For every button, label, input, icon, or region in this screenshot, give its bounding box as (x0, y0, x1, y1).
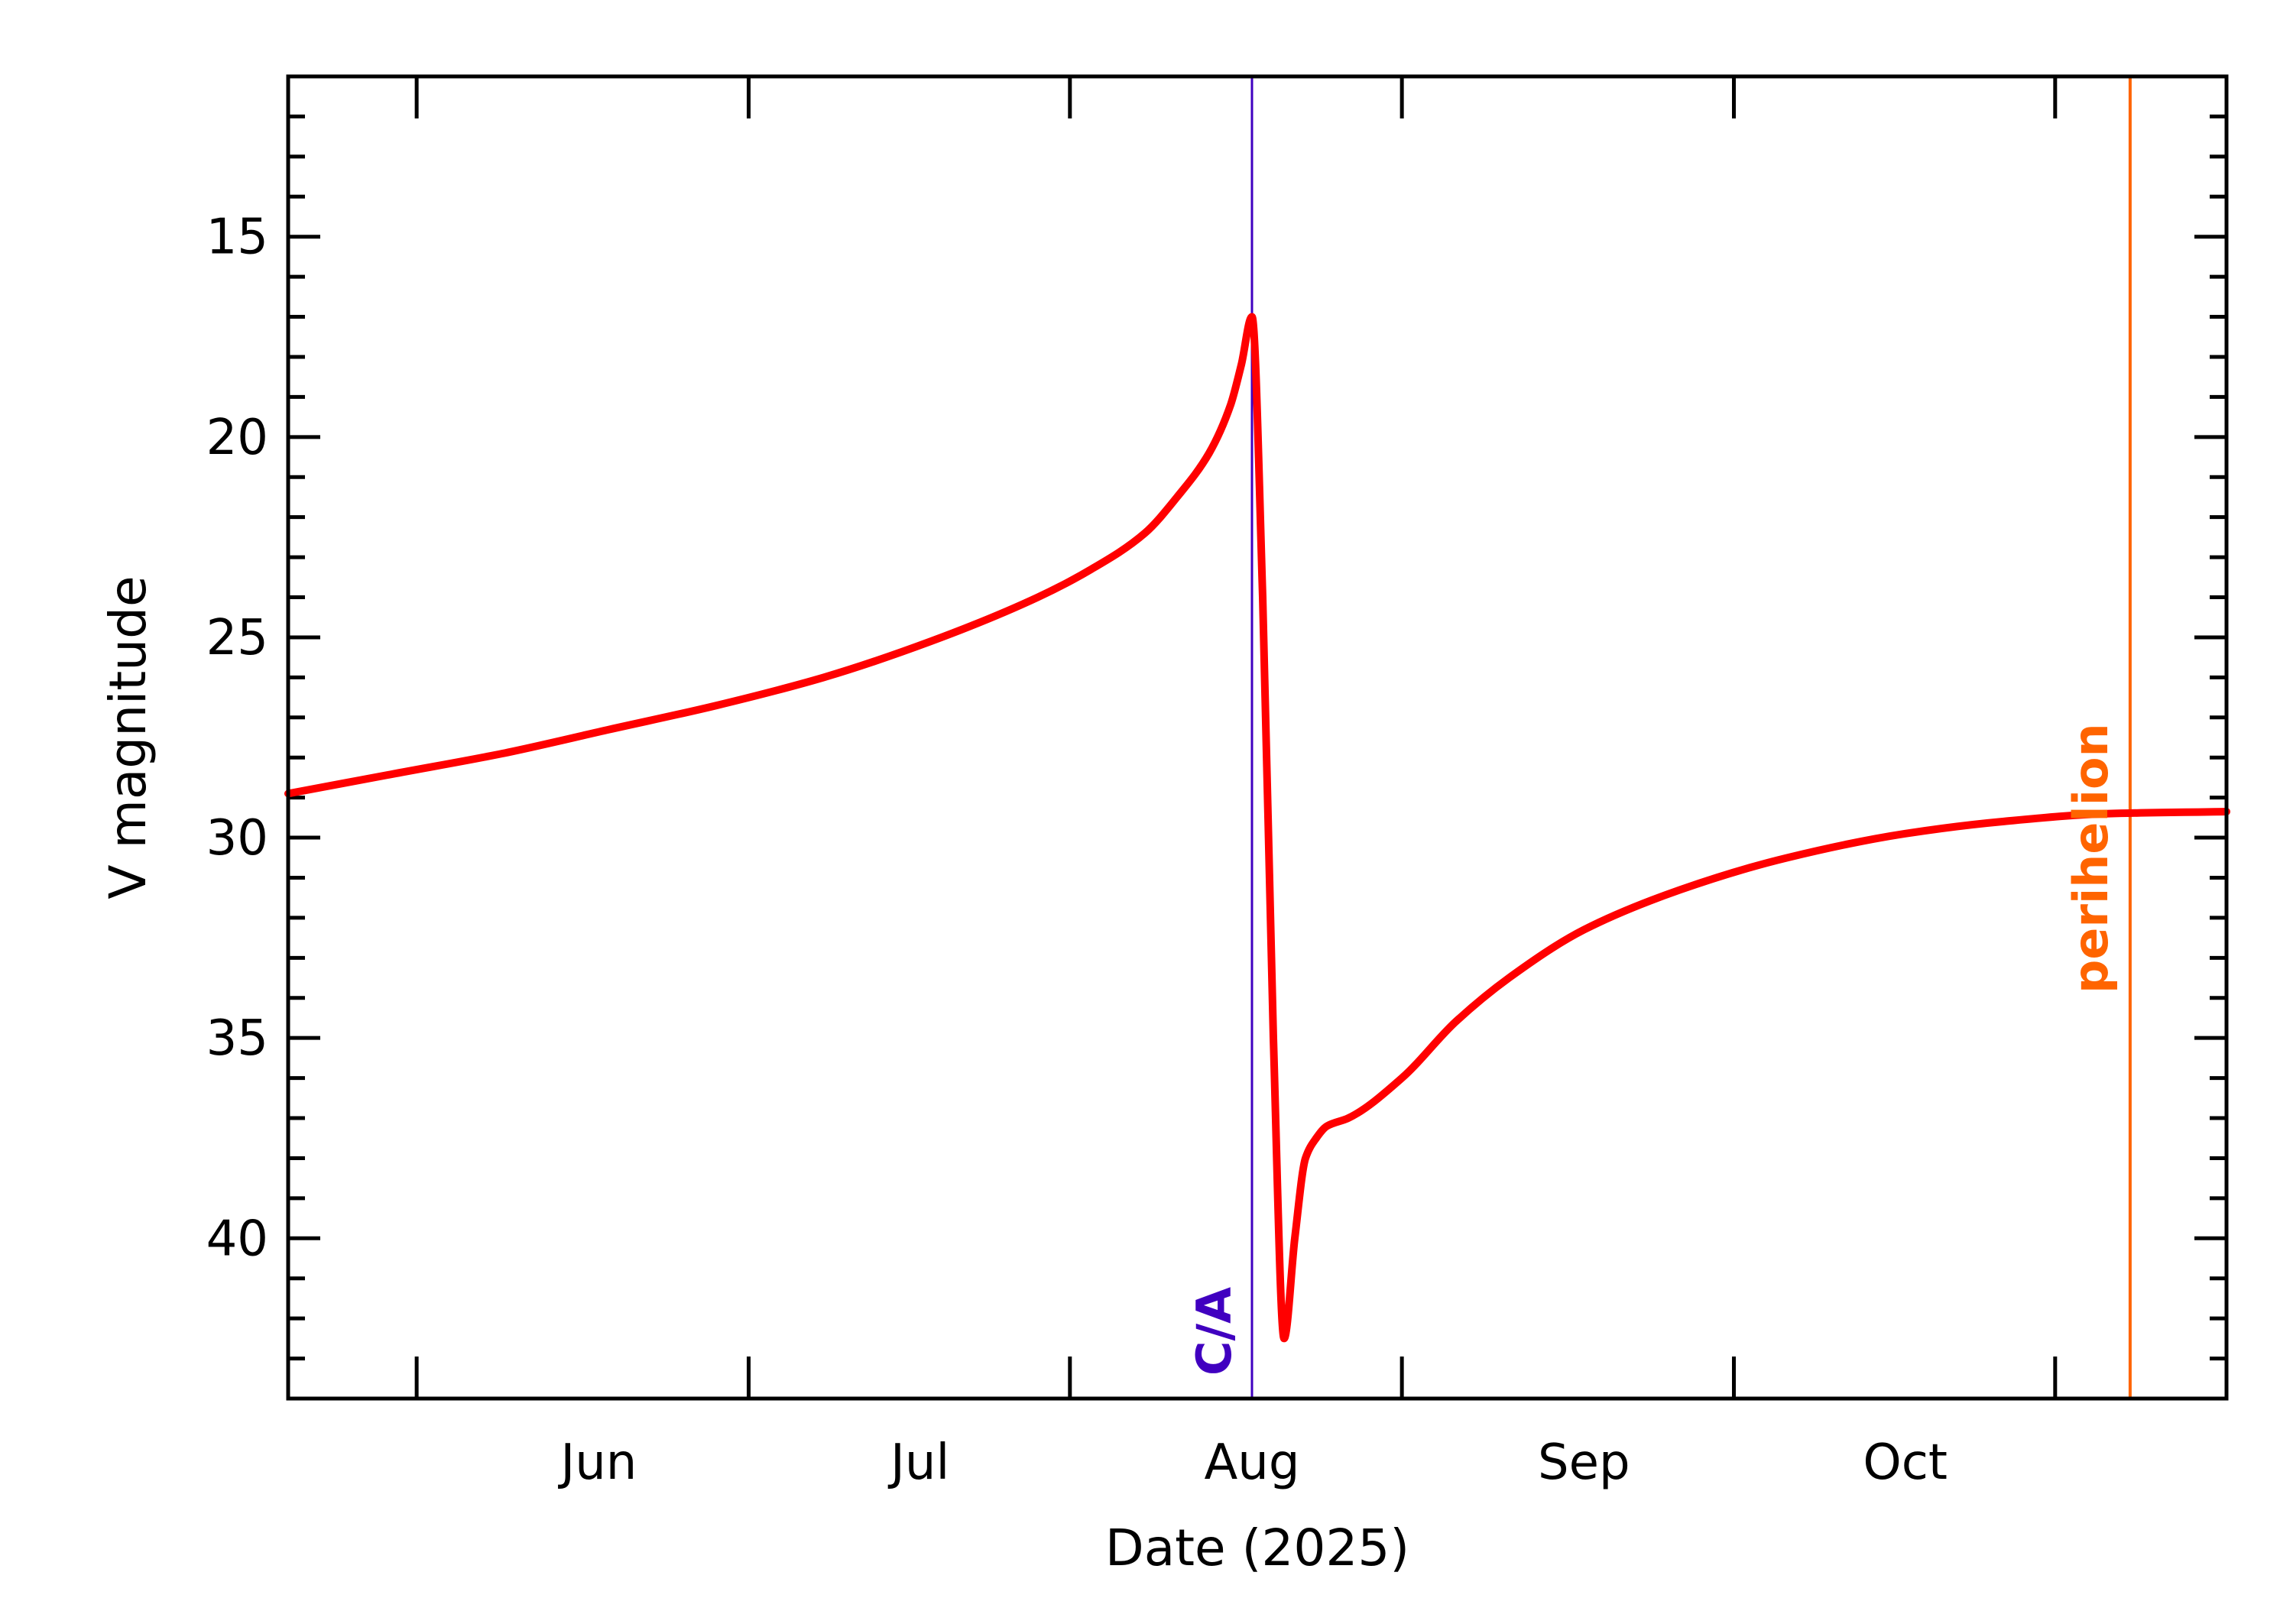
marker-label: perihelion (2063, 723, 2119, 994)
marker-label: C/A (1186, 1287, 1242, 1376)
y-tick-label: 25 (206, 610, 268, 666)
y-tick-label: 15 (206, 209, 268, 266)
x-tick-label: Aug (1205, 1434, 1300, 1491)
series-line (284, 313, 2230, 1343)
series-group (284, 313, 2230, 1343)
x-tick-label: Sep (1538, 1434, 1630, 1491)
y-tick-label: 40 (206, 1211, 268, 1267)
event-markers (1250, 76, 2132, 1399)
y-axis-label: V magnitude (99, 575, 157, 899)
x-tick-label: Oct (1863, 1434, 1948, 1491)
plot-frame (286, 74, 2229, 1401)
x-tick-label: Jun (557, 1434, 637, 1491)
x-tick-label: Jul (887, 1434, 949, 1491)
x-axis-label: Date (2025) (1105, 1519, 1409, 1577)
tick-labels: 15 20 25 30 35 40 Jun Jul Aug Sep Oct C/A perihelion (206, 209, 2119, 1491)
y-tick-label: 35 (206, 1010, 268, 1067)
y-tick-label: 30 (206, 810, 268, 867)
y-tick-label: 20 (206, 410, 268, 466)
